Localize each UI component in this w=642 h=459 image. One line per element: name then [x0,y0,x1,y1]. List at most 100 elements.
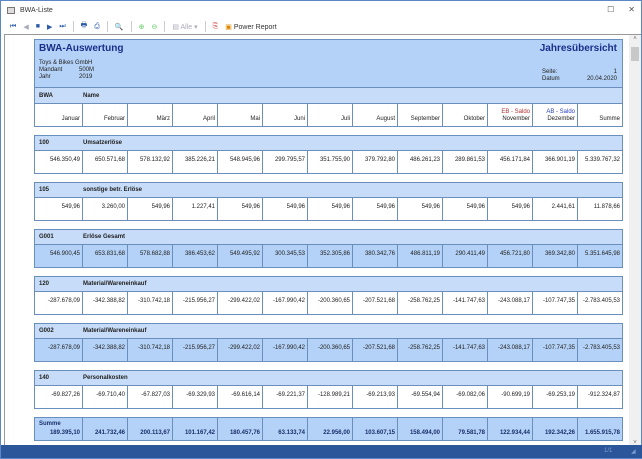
value-cell: -69.213,93 [352,386,397,408]
print-icon[interactable]: ⎙ [94,22,100,30]
value-cell: 549,96 [442,198,487,220]
value-cell: 351.755,90 [307,151,352,173]
resize-grip-icon: ◢ [631,449,636,455]
total-cell: 241.732,46 [82,418,127,440]
value-cell: -258.762,25 [397,339,442,361]
bwa-code: G001 [39,234,54,240]
month-label: September [410,116,440,122]
value-cell: 1.227,41 [172,198,217,220]
col-bwa: BWA [39,92,53,99]
scroll-up-icon[interactable]: ˄ [633,36,637,42]
zoom-icon[interactable]: 🔍 [114,23,124,31]
value-cell: -207.521,68 [352,292,397,314]
bwa-name: Material/Wareneinkauf [83,328,147,334]
total-value: 189.395,10 [49,430,80,436]
value-cell: -912.324,87 [577,386,622,408]
total-cell: 103.607,15 [352,418,397,440]
window-title: BWA-Liste [20,6,53,14]
month-label: Dezember [547,116,575,122]
bwa-block: G002 Material/Wareneinkauf -287.678,09 -342… [34,323,623,362]
month-label: März [156,116,170,122]
bwa-block: G001 Erlöse Gesamt 546.900,45 653.831,68 578… [34,229,623,268]
month-cell: September [397,104,442,126]
scroll-thumb[interactable] [631,47,639,61]
value-cell: -2.783.405,53 [577,292,622,314]
value-cell: 5.351.645,98 [577,245,622,267]
bwa-block: 105 sonstige betr. Erlöse 549,96 3.260,00 54… [34,182,623,221]
value-cell: -310.742,18 [127,339,172,361]
total-cell: 63.133,74 [262,418,307,440]
print-setup-icon[interactable]: 🖶 [80,22,88,29]
value-cell: 385.226,21 [172,151,217,173]
bwa-name: Personalkosten [83,375,128,381]
month-cell: Mai [217,104,262,126]
power-report-button[interactable]: ▣ Power Report [225,23,276,31]
bwa-block-header: 120 Material/Wareneinkauf [34,276,623,292]
total-cell: 158.494,00 [397,418,442,440]
value-cell: -342.388,82 [82,292,127,314]
mandant-value: 500M [79,67,95,73]
company-name: Toys & Bikes GmbH [39,60,93,66]
value-cell: -310.742,18 [127,292,172,314]
value-cell: -107.747,35 [532,292,577,314]
close-button[interactable]: ✕ [628,5,635,14]
seite-value: 1 [613,69,617,75]
previous-page-icon[interactable]: ◀ [23,23,29,31]
bwa-values-row: -69.827,26 -69.710,40 -67.827,03 -69.329,93… [34,386,623,409]
separator [106,21,108,32]
status-bar: 1/1 ◢ [1,445,642,458]
total-cell: 22.956,00 [307,418,352,440]
value-cell: -167.990,42 [262,292,307,314]
report-subtitle: Jahresübersicht [539,43,617,54]
report-header: BWA-Auswertung Jahresübersicht Toys & Bi… [34,39,623,88]
value-cell: -287.678,09 [47,345,80,351]
month-cell: EB - Saldo November [487,104,532,126]
value-cell: -342.388,82 [82,339,127,361]
bwa-block-header: G002 Material/Wareneinkauf [34,323,623,339]
month-cell: März [127,104,172,126]
bwa-code: 100 [39,140,50,146]
bwa-name: Material/Wareneinkauf [83,281,147,287]
separator [164,21,166,32]
value-cell: 650.571,68 [82,151,127,173]
vertical-scrollbar[interactable]: ˄ ˅ [629,35,641,447]
bwa-values-row: -287.678,09 -342.388,82 -310.742,18 -215.95… [34,292,623,315]
total-row: Summe 189.395,10 241.732,46 200.113,67 101.1… [34,417,623,441]
report-page: BWA-Auswertung Jahresübersicht Toys & Bi… [34,39,623,441]
stop-icon[interactable]: ■ [35,23,40,30]
zoom-out-icon[interactable]: ⊖ [151,23,158,31]
value-cell: 386.453,62 [172,245,217,267]
filter-dropdown[interactable]: ▤ Alle ▾ [172,23,198,31]
power-report-label: Power Report [233,23,277,31]
total-cell: 200.113,67 [127,418,172,440]
value-cell: 3.260,00 [82,198,127,220]
scroll-down-icon[interactable]: ˅ [633,440,637,446]
value-cell: 549,96 [61,204,80,210]
value-cell: -141.747,63 [442,292,487,314]
value-cell: 546.350,49 [49,157,80,163]
value-cell: -207.521,68 [352,339,397,361]
value-cell: 549,96 [127,198,172,220]
bwa-code: 105 [39,187,50,193]
zoom-in-icon[interactable]: ⊕ [138,23,145,31]
month-label: Februar [103,116,125,122]
month-label: August [376,116,395,122]
month-label: Summe [599,116,620,122]
month-label: November [502,116,530,122]
separator [72,21,74,32]
value-cell: -69.616,14 [217,386,262,408]
maximize-button[interactable]: ☐ [607,5,615,14]
pdf-icon[interactable]: ⎘ [212,22,219,30]
value-cell: -299.422,02 [217,292,262,314]
value-cell: 549,96 [397,198,442,220]
next-page-icon[interactable]: ▶ [46,23,53,31]
month-label: Januar [61,116,80,122]
total-cell: Summe 189.395,10 [35,418,82,440]
first-page-icon[interactable]: ⏮ [10,22,17,30]
value-cell: -90.699,19 [487,386,532,408]
month-cell: Juni [262,104,307,126]
last-page-icon[interactable]: ⏭ [59,22,66,30]
bwa-values-row: 549,96 3.260,00 549,96 1.227,41 549,96 549,96… [34,198,623,221]
value-cell: -69.710,40 [82,386,127,408]
bwa-values-row: 546.900,45 653.831,68 578.682,88 386.453,62… [34,245,623,268]
